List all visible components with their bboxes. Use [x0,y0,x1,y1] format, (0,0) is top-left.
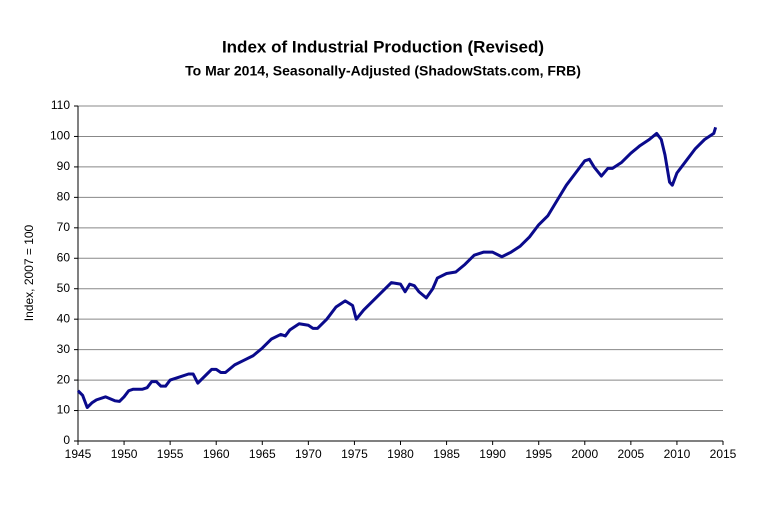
x-tick-label: 2000 [571,447,598,461]
y-tick-label: 60 [57,250,71,264]
y-tick-label: 100 [50,129,70,143]
chart-subtitle: To Mar 2014, Seasonally-Adjusted (Shadow… [185,63,581,79]
x-tick-label: 1970 [295,447,322,461]
x-tick-label: 1955 [157,447,184,461]
y-axis-label: Index, 2007 = 100 [22,224,36,321]
y-tick-label: 0 [63,433,70,447]
y-tick-label: 50 [57,281,71,295]
y-tick-label: 70 [57,220,71,234]
y-tick-label: 110 [51,98,70,112]
x-tick-label: 1985 [433,447,460,461]
x-tick-label: 1950 [111,447,138,461]
y-tick-label: 20 [57,372,71,386]
x-tick-label: 1990 [479,447,506,461]
x-tick-label: 2010 [664,447,691,461]
chart-title: Index of Industrial Production (Revised) [222,37,544,56]
x-tick-label: 2015 [710,447,737,461]
y-tick-label: 40 [57,311,71,325]
x-tick-label: 1965 [249,447,276,461]
data-line [76,126,718,409]
x-tick-label: 1945 [65,447,92,461]
x-tick-label: 1980 [387,447,414,461]
x-tick-label: 2005 [618,447,645,461]
y-tick-label: 90 [57,159,71,173]
y-tick-label: 80 [57,190,71,204]
y-tick-label: 30 [57,342,71,356]
x-tick-label: 1960 [203,447,230,461]
x-tick-label: 1995 [525,447,552,461]
x-tick-label: 1975 [341,447,368,461]
y-tick-label: 10 [57,403,71,417]
